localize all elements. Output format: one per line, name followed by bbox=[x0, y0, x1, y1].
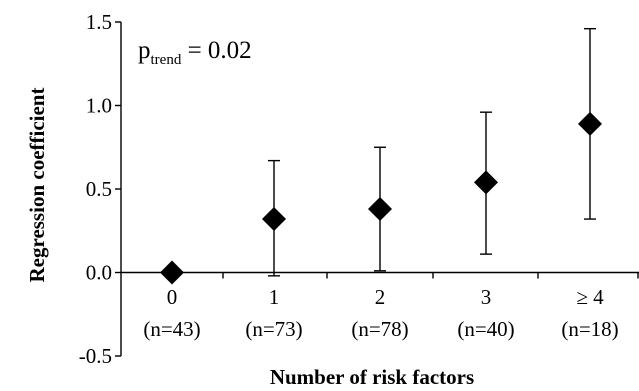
x-tick-count: (n=78) bbox=[351, 317, 408, 341]
y-tick-label: -0.5 bbox=[79, 344, 112, 368]
x-tick-count: (n=40) bbox=[457, 317, 514, 341]
x-tick-label: 1 bbox=[269, 285, 280, 309]
data-point-diamond bbox=[368, 197, 392, 222]
data-point-diamond bbox=[474, 170, 498, 195]
p-trend-annotation: ptrend = 0.02 bbox=[138, 37, 252, 68]
error-bars bbox=[268, 27, 596, 277]
p-label: p bbox=[138, 37, 151, 64]
x-tick-label: 3 bbox=[481, 285, 492, 309]
x-axis-title: Number of risk factors bbox=[270, 365, 474, 389]
p-subscript: trend bbox=[151, 52, 182, 68]
x-axis-ticks: 0 (n=43) 1 (n=73) 2 (n=78) 3 (n=40) ≥ 4 (n=18) bbox=[143, 272, 639, 341]
x-tick-label: ≥ 4 bbox=[576, 285, 604, 309]
y-axis-ticks: -0.5 0.0 0.5 1.0 1.5 bbox=[79, 10, 121, 368]
y-tick-label: 1.0 bbox=[86, 94, 112, 118]
data-point-diamond bbox=[578, 111, 602, 136]
x-tick-count: (n=73) bbox=[245, 317, 302, 341]
y-tick-label: 0.0 bbox=[86, 261, 112, 285]
p-value: = 0.02 bbox=[181, 37, 251, 64]
x-tick-count: (n=18) bbox=[561, 317, 618, 341]
y-axis-title: Regression coefficient bbox=[25, 88, 49, 283]
x-tick-label: 0 bbox=[167, 285, 178, 309]
data-point-diamond bbox=[160, 260, 184, 285]
data-points bbox=[160, 111, 602, 285]
x-tick-count: (n=43) bbox=[143, 317, 200, 341]
data-point-diamond bbox=[262, 207, 286, 232]
y-tick-label: 0.5 bbox=[86, 177, 112, 201]
y-tick-label: 1.5 bbox=[86, 10, 112, 34]
x-tick-label: 2 bbox=[375, 285, 386, 309]
